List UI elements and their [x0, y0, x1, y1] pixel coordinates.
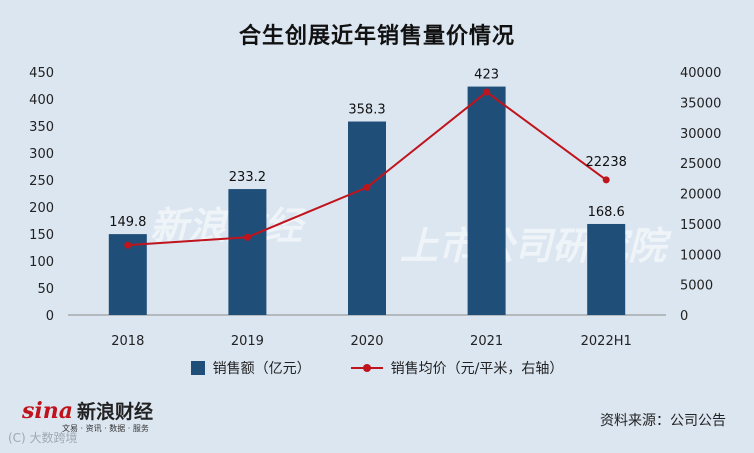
y-left-tick-label: 100	[29, 255, 54, 270]
bar	[348, 121, 386, 315]
bar	[587, 223, 626, 315]
x-tick-label: 2018	[111, 334, 144, 349]
bar	[228, 189, 267, 315]
y-left-tick-label: 350	[29, 120, 54, 135]
source-note: 资料来源：公司公告	[600, 413, 726, 429]
bar	[467, 86, 506, 315]
y-left-tick-label: 300	[29, 147, 54, 162]
bar-data-label: 233.2	[229, 170, 266, 185]
chart-title: 合生创展近年销售量价情况	[238, 24, 515, 49]
legend: 销售额（亿元） 销售均价（元/平米，右轴）	[0, 358, 754, 378]
y-left-tick-label: 0	[46, 309, 54, 324]
y-right-tick-label: 5000	[680, 279, 713, 294]
corner-watermark: (C) 大数跨境	[8, 431, 78, 445]
y-right-tick-label: 35000	[680, 96, 721, 111]
legend-bar-swatch	[190, 361, 205, 375]
legend-line-swatch	[350, 364, 383, 372]
y-left-tick-label: 400	[29, 93, 54, 108]
sina-logo-subtitle: 文易 · 资讯 · 数据 · 服务	[62, 424, 149, 433]
bar-data-label: 423	[474, 68, 499, 83]
price-point	[602, 176, 610, 184]
legend-item-price: 销售均价（元/平米，右轴）	[350, 358, 564, 378]
sina-logo-mark: sina	[22, 398, 73, 424]
y-right-tick-label: 15000	[680, 218, 721, 233]
price-point	[243, 233, 251, 241]
bar-data-label: 358.3	[348, 103, 385, 118]
price-point	[483, 88, 491, 96]
y-right-tick-label: 25000	[680, 157, 721, 172]
y-right-tick-label: 30000	[680, 127, 721, 142]
sina-logo: sina 新浪财经 文易 · 资讯 · 数据 · 服务	[22, 397, 154, 433]
y-right-tick-label: 0	[680, 309, 688, 324]
sina-logo-name: 新浪财经	[77, 401, 154, 423]
x-tick-label: 2019	[231, 334, 264, 349]
y-left-tick-label: 450	[29, 66, 54, 81]
legend-label-price: 销售均价（元/平米，右轴）	[390, 361, 564, 377]
bar-data-label: 149.8	[109, 215, 146, 230]
y-left-tick-label: 200	[29, 201, 54, 216]
bar-data-label: 168.6	[588, 205, 625, 220]
y-right-tick-label: 10000	[680, 248, 721, 263]
price-point	[363, 183, 371, 191]
line-data-label: 22238	[586, 155, 627, 170]
price-point	[124, 241, 132, 249]
y-left-tick-label: 50	[37, 282, 54, 297]
legend-label-sales: 销售额（亿元）	[212, 361, 311, 377]
x-tick-label: 2021	[470, 334, 503, 349]
legend-item-sales: 销售额（亿元）	[190, 358, 311, 378]
y-left-tick-label: 150	[29, 228, 54, 243]
y-left-tick-label: 250	[29, 174, 54, 189]
x-tick-label: 2020	[350, 334, 383, 349]
y-right-tick-label: 20000	[680, 188, 721, 203]
y-right-tick-label: 40000	[680, 66, 721, 81]
x-tick-label: 2022H1	[581, 334, 632, 349]
